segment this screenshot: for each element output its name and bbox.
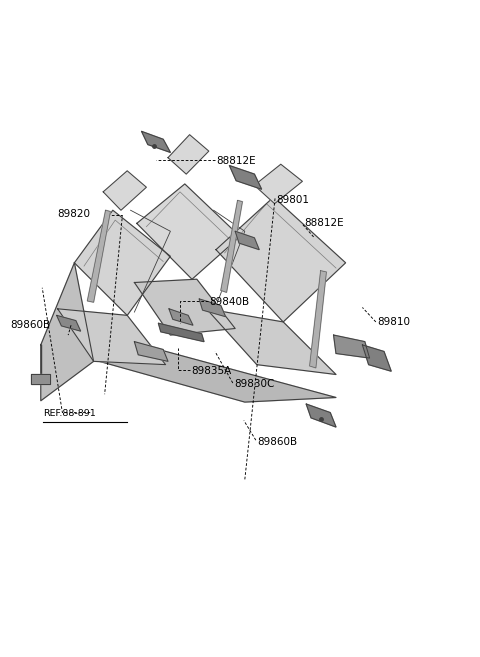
Polygon shape	[134, 279, 235, 335]
Text: 89810: 89810	[377, 317, 410, 327]
Text: REF.88-891: REF.88-891	[43, 409, 96, 419]
Polygon shape	[58, 309, 166, 365]
Polygon shape	[221, 200, 242, 292]
Text: 89820: 89820	[58, 208, 91, 219]
Text: 88812E: 88812E	[216, 156, 256, 166]
Text: 89801: 89801	[276, 195, 309, 206]
Text: 88812E: 88812E	[304, 218, 344, 229]
Polygon shape	[41, 263, 94, 401]
Polygon shape	[137, 184, 240, 279]
Text: 89860B: 89860B	[257, 436, 297, 447]
Polygon shape	[74, 210, 170, 315]
Polygon shape	[134, 342, 168, 361]
Polygon shape	[103, 171, 146, 210]
Polygon shape	[306, 404, 336, 427]
Polygon shape	[235, 231, 259, 250]
Polygon shape	[41, 342, 336, 402]
Text: 89835A: 89835A	[191, 366, 231, 376]
Polygon shape	[216, 197, 346, 322]
Polygon shape	[142, 131, 170, 152]
Polygon shape	[229, 166, 262, 189]
Text: 89830C: 89830C	[234, 379, 274, 390]
Polygon shape	[334, 335, 370, 358]
Polygon shape	[254, 164, 302, 204]
Text: 89860B: 89860B	[11, 320, 51, 330]
Text: 89840B: 89840B	[209, 297, 249, 307]
Polygon shape	[362, 345, 391, 371]
Polygon shape	[87, 210, 110, 302]
Polygon shape	[57, 315, 81, 331]
Polygon shape	[206, 309, 336, 374]
Polygon shape	[158, 323, 204, 342]
Polygon shape	[168, 135, 209, 174]
Polygon shape	[199, 299, 226, 317]
Polygon shape	[310, 271, 326, 368]
Polygon shape	[169, 309, 193, 325]
Polygon shape	[31, 374, 50, 384]
